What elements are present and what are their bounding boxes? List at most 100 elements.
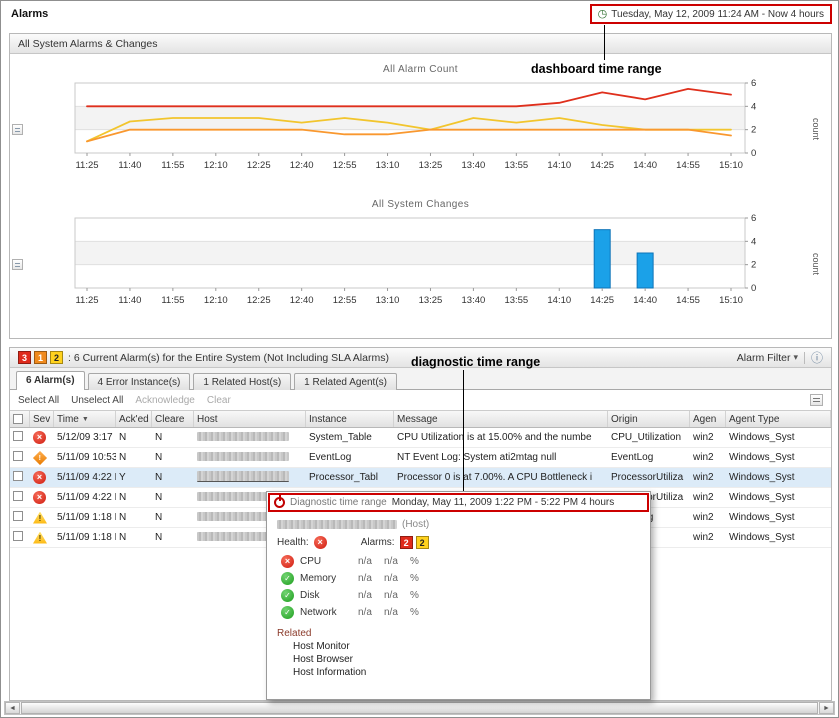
alarm-filter[interactable]: Alarm Filter ▾ [737,352,798,364]
health-label: Health: [277,537,309,548]
sort-desc-icon: ▼ [82,416,89,423]
col-instance[interactable]: Instance [306,411,394,427]
popup-host-line: (Host) [277,519,640,530]
system-changes-chart-block: All System Changes 11:2511:4011:5512:101… [10,199,831,316]
col-cleared[interactable]: Cleare [152,411,194,427]
svg-text:11:25: 11:25 [75,160,98,171]
svg-text:14:25: 14:25 [590,160,614,171]
link-host-browser[interactable]: Host Browser [293,654,650,665]
svg-text:4: 4 [751,236,756,247]
row-checkbox[interactable] [13,531,23,541]
svg-text:4: 4 [751,101,756,112]
acknowledge-button[interactable]: Acknowledge [135,395,194,406]
clock-icon: ◷ [598,9,608,20]
customize-table-icon[interactable] [810,394,823,406]
related-links: Host Monitor Host Browser Host Information [267,641,650,678]
alarm-agent-type: Windows_Syst [726,432,831,443]
table-row[interactable]: !5/11/09 10:53NNEventLogNT Event Log: Sy… [10,448,831,468]
alarm-time: 5/11/09 4:22 P [54,492,116,503]
scroll-right-button[interactable]: ► [819,702,834,714]
col-agent-type[interactable]: Agent Type [726,411,831,427]
svg-text:11:55: 11:55 [161,295,184,306]
table-row[interactable]: ×5/12/09 3:17 PNNSystem_TableCPU Utiliza… [10,428,831,448]
svg-text:12:10: 12:10 [204,295,228,306]
row-checkbox[interactable] [13,511,23,521]
diagnostic-time-range: Diagnostic time range Monday, May 11, 20… [268,493,649,512]
tab-6-alarm-s[interactable]: 6 Alarm(s) [16,371,85,390]
popup-health-line: Health: × Alarms: 22 [277,536,640,549]
svg-text:13:40: 13:40 [462,160,486,171]
panel-header: All System Alarms & Changes [10,34,831,54]
col-time[interactable]: Time▼ [54,411,116,427]
col-origin[interactable]: Origin [608,411,690,427]
tab-1-related-host-s[interactable]: 1 Related Host(s) [193,373,291,390]
table-row[interactable]: ×5/11/09 4:22 PYNProcessor_TablProcessor… [10,468,831,488]
row-checkbox[interactable] [13,451,23,461]
alarm-time: 5/11/09 1:18 P [54,532,116,543]
svg-text:13:55: 13:55 [504,295,528,306]
alarm-counts: 312 [18,351,66,364]
summary-text: : 6 Current Alarm(s) for the Entire Syst… [68,352,389,364]
col-message[interactable]: Message [394,411,608,427]
col-sev[interactable]: Sev [30,411,54,427]
row-checkbox[interactable] [13,491,23,501]
chart-title: All System Changes [10,199,831,212]
info-icon[interactable]: ⓘ [811,352,823,364]
horizontal-scrollbar[interactable]: ◄ ► [4,701,835,715]
chart-options-icon[interactable] [12,124,23,135]
link-host-monitor[interactable]: Host Monitor [293,641,650,652]
scrollbar-thumb[interactable] [21,702,818,714]
tab-4-error-instance-s[interactable]: 4 Error Instance(s) [88,373,191,390]
row-checkbox[interactable] [13,431,23,441]
diagnostic-range-label: Diagnostic time range [290,497,387,508]
ok-icon: ✓ [281,572,294,585]
alarm-acked: N [116,432,152,443]
alarms-changes-panel: All System Alarms & Changes All Alarm Co… [9,33,832,339]
svg-text:13:25: 13:25 [419,295,443,306]
svg-text:12:40: 12:40 [290,295,314,306]
select-all-checkbox[interactable] [13,414,23,424]
alarm-count-chart: 11:2511:4011:5512:1012:2512:4012:5513:10… [25,77,809,181]
svg-text:15:10: 15:10 [719,295,743,306]
popup-metrics: ×CPUn/an/a%✓Memoryn/an/a%✓Diskn/an/a%✓Ne… [267,555,650,619]
link-host-information[interactable]: Host Information [293,667,650,678]
tab-1-related-agent-s[interactable]: 1 Related Agent(s) [294,373,397,390]
time-range-text: Tuesday, May 12, 2009 11:24 AM - Now 4 h… [611,9,824,20]
svg-text:12:55: 12:55 [333,160,357,171]
fatal-icon: × [314,536,327,549]
chart-options-icon[interactable] [12,259,23,270]
select-all-button[interactable]: Select All [18,395,59,406]
col-acked[interactable]: Ack'ed [116,411,152,427]
popup-alarm-counts: 22 [400,536,432,549]
col-agent[interactable]: Agen [690,411,726,427]
alarm-agent: win2 [690,512,726,523]
annotation-line-diagnostic [463,370,464,491]
critical-icon: ! [33,451,47,465]
alarm-agent-type: Windows_Syst [726,532,831,543]
alarm-cleared: N [152,472,194,483]
redacted-host[interactable] [197,471,289,482]
svg-text:13:10: 13:10 [376,160,400,171]
alarm-acked: N [116,512,152,523]
annotation-dashboard-label: dashboard time range [531,62,662,76]
dashboard-time-range[interactable]: ◷ Tuesday, May 12, 2009 11:24 AM - Now 4… [590,4,832,24]
svg-text:2: 2 [751,260,756,271]
clear-button[interactable]: Clear [207,395,231,406]
alarm-time: 5/12/09 3:17 P [54,432,116,443]
page-title: Alarms [11,8,48,20]
unselect-all-button[interactable]: Unselect All [71,395,123,406]
alarms-screen: Alarms ◷ Tuesday, May 12, 2009 11:24 AM … [0,0,839,718]
critical-count-badge: 1 [34,351,47,364]
ok-icon: ✓ [281,589,294,602]
tabstrip: 6 Alarm(s)4 Error Instance(s)1 Related H… [10,368,831,390]
fatal-icon: × [33,471,46,484]
panel-title: All System Alarms & Changes [18,38,157,50]
col-host[interactable]: Host [194,411,306,427]
row-checkbox[interactable] [13,471,23,481]
alarm-agent-type: Windows_Syst [726,452,831,463]
svg-text:6: 6 [751,213,756,224]
scroll-left-button[interactable]: ◄ [5,702,20,714]
related-heading: Related [277,628,640,639]
alarm-time: 5/11/09 4:22 P [54,472,116,483]
alarm-agent: win2 [690,472,726,483]
